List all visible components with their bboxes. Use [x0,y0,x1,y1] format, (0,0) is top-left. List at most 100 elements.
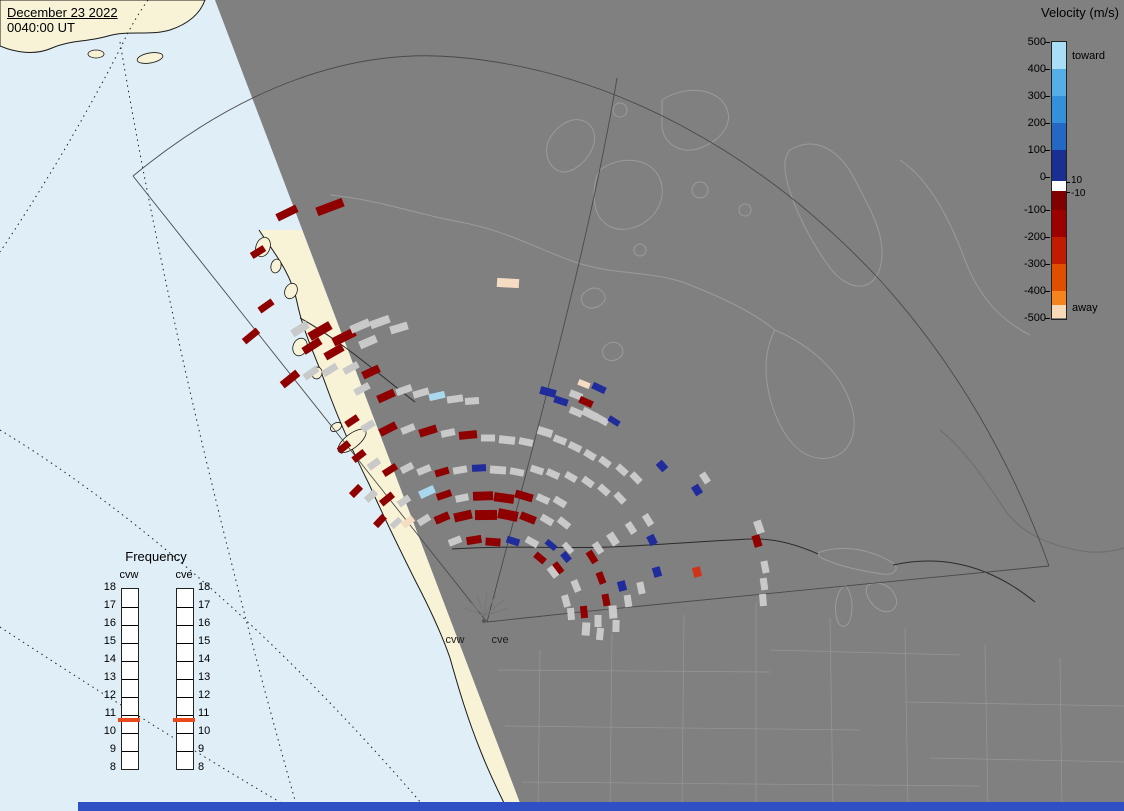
radar-cell [535,493,551,505]
radar-cell [378,491,396,507]
frequency-bar-line [122,733,138,734]
frequency-bar-line [122,715,138,716]
radar-cell [612,619,620,633]
radar-cell [623,594,633,608]
frequency-tick-label-right: 8 [198,761,205,773]
radar-cell [759,577,769,591]
radar-cell [583,448,597,462]
radar-cell [568,389,584,401]
radar-cell [581,406,599,422]
frequency-tick-label-left: 11 [104,707,116,719]
radar-cell [577,378,591,390]
velocity-tick-label: -300 [1023,258,1046,270]
radar-cell [568,406,584,418]
radar-cell [418,485,436,499]
radar-cell [597,483,611,497]
velocity-tick-label: -400 [1023,285,1046,297]
frequency-tick-label-right: 14 [198,653,211,665]
radar-cell [751,534,763,548]
radar-cell [336,440,352,454]
frequency-col-cvw: cvw [119,569,139,581]
radar-cell [412,387,430,399]
radar-site-marker [464,591,509,617]
time-label: 0040:00 UT [7,20,75,35]
velocity-segment [1052,191,1066,210]
radar-cell [509,467,525,477]
radar-cell [301,337,323,355]
radar-cell [760,560,770,574]
radar-cell [344,414,360,428]
velocity-segment [1052,264,1066,291]
frequency-bar-line [122,661,138,662]
frequency-tick-label-left: 13 [103,671,116,683]
frequency-bar-line [177,607,193,608]
velocity-tick-label: 400 [1027,63,1046,75]
frequency-tick-label-left: 8 [109,761,116,773]
radar-cell [759,593,767,607]
frequency-tick-label-left: 12 [103,689,116,701]
velocity-segment [1052,150,1066,181]
radar-cell [646,533,658,547]
radar-cell [302,365,320,381]
radar-cell [546,565,560,579]
frequency-marker-cve [173,718,195,722]
radar-cell [353,382,371,396]
away-label: away [1072,302,1098,314]
radar-cell [452,465,468,475]
radar-cell [552,434,568,446]
velocity-tick-mark [1045,69,1050,70]
frequency-bar-cvw [121,588,139,770]
radar-cell [474,509,498,521]
radar-cell [529,464,545,476]
frequency-tick-label-right: 9 [198,743,205,755]
radar-label-cvw: cvw [445,634,465,646]
island [87,49,105,59]
velocity-tick-mark [1045,96,1050,97]
velocity-tick-label: 100 [1027,144,1046,156]
radar-cell [585,549,599,565]
frequency-bar-line [177,733,193,734]
frequency-tick-label-right: 16 [198,617,211,629]
frequency-bar-cve [176,588,194,770]
velocity-legend-title: Velocity (m/s) [1040,5,1119,20]
toward-label: toward [1072,50,1106,62]
velocity-tick-mark [1045,123,1050,124]
radar-cell [279,369,301,389]
velocity-colorbar [1051,41,1067,320]
frequency-bar-line [122,607,138,608]
frequency-tick-label-left: 14 [103,653,116,665]
radar-cell [275,204,299,222]
frequency-tick-label-right: 13 [198,671,211,683]
radar-cell [690,483,704,497]
frequency-tick-label-right: 11 [198,707,210,719]
radar-cell [699,471,711,485]
frequency-tick-label-right: 17 [198,599,211,611]
radar-cell [581,475,595,489]
radar-cell [498,435,516,445]
velocity-segment [1052,181,1066,191]
radar-cell [307,321,333,341]
frequency-bar-line [122,679,138,680]
radar-cell [395,384,413,396]
velocity-tick-mark [1045,264,1050,265]
radar-cell [464,397,480,405]
frequency-bar-line [177,751,193,752]
radar-site-dot [482,619,486,623]
frequency-tick-label-left: 16 [103,617,116,629]
radar-cell [241,327,261,345]
radar-cell [389,516,403,530]
velocity-segment [1052,291,1066,305]
velocity-tick-label: 0 [1039,171,1046,183]
velocity-tick-mark [1045,42,1050,43]
radar-cell [428,390,446,402]
radar-cell [753,519,765,535]
radar-cell [556,516,572,530]
velocity-tick-label: -500 [1023,312,1046,324]
velocity-inner-pos-label: 10 [1071,175,1083,186]
velocity-segment [1052,210,1066,237]
radar-cell [257,298,275,314]
radar-cell [595,627,605,641]
frequency-marker-cvw [118,718,140,722]
